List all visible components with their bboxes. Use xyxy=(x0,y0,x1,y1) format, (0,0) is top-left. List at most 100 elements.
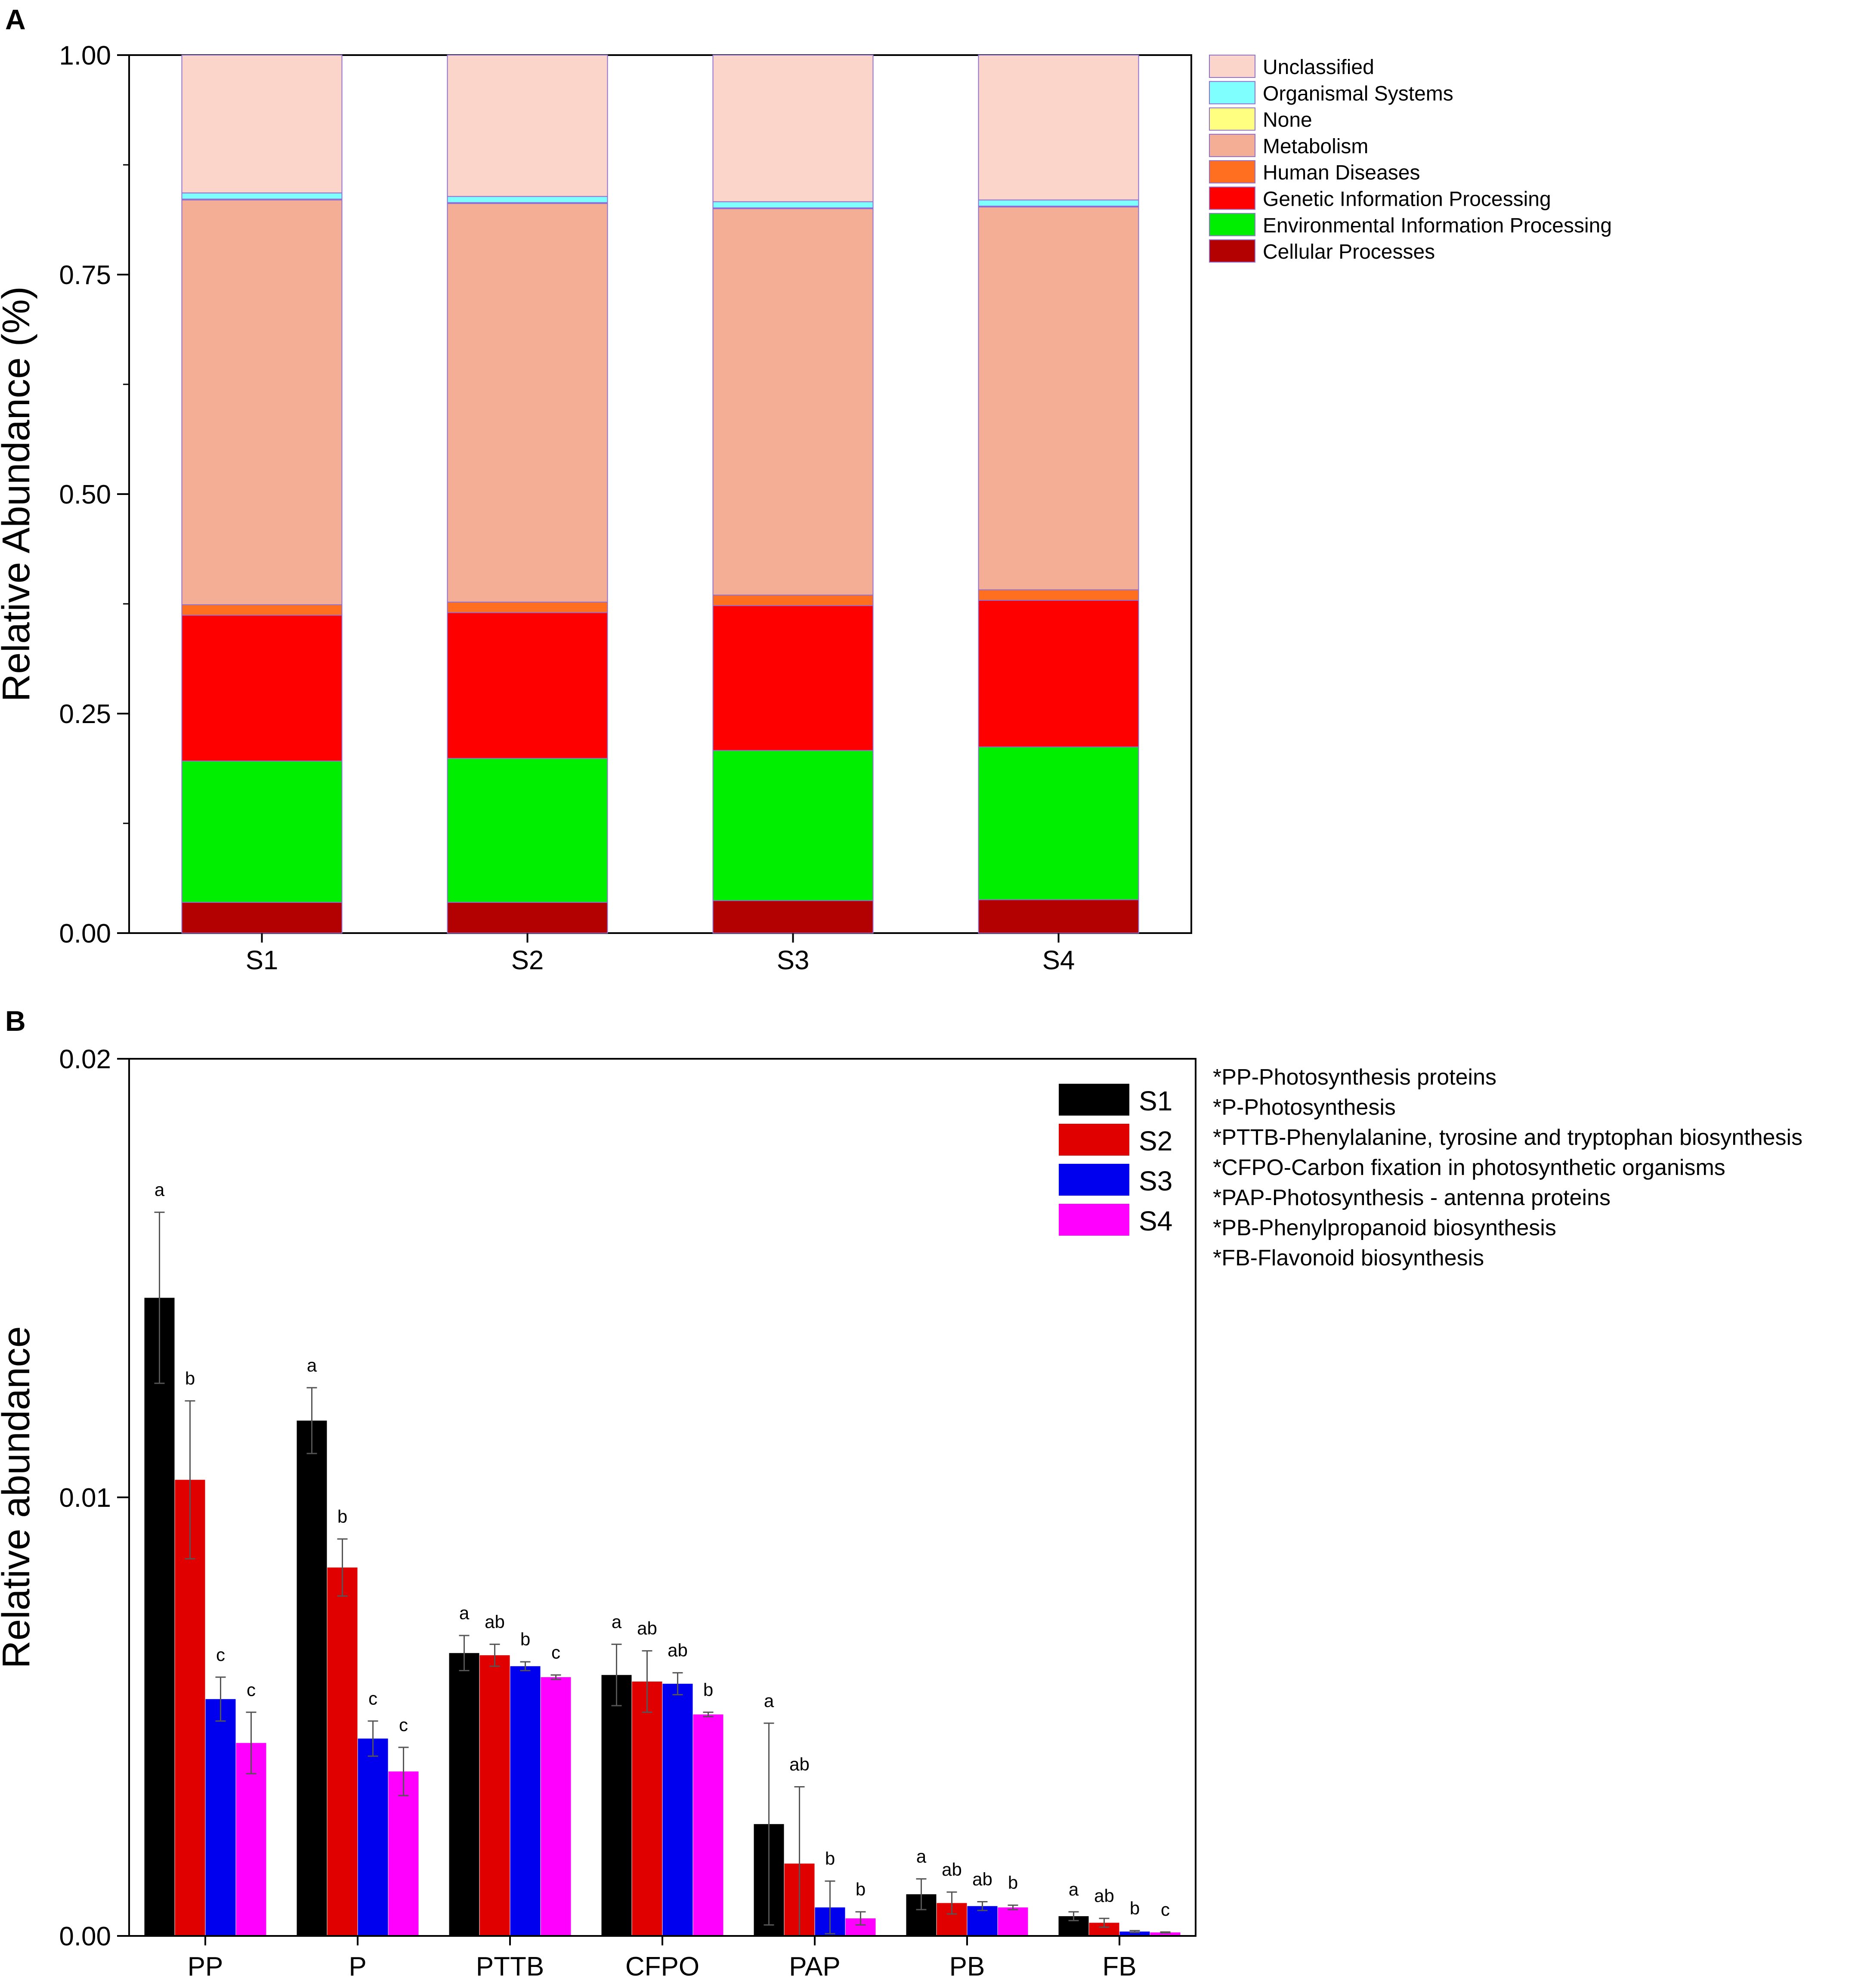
bar-s3-fb xyxy=(1119,1931,1150,1936)
legend-swatch-s3 xyxy=(1059,1164,1129,1196)
bar-segment-metabolism-s3 xyxy=(712,208,874,596)
legend-swatch-environmental-information-processing xyxy=(1209,213,1255,236)
bar-s4-pb xyxy=(998,1907,1028,1936)
significance-letter-s1-pttb: a xyxy=(459,1603,470,1623)
bar-segment-unclassified-s1 xyxy=(181,55,343,194)
x-tick-label-s2: S2 xyxy=(511,946,544,975)
bar-segment-human-diseases-s3 xyxy=(712,594,874,606)
significance-letter-s1-fb: a xyxy=(1069,1879,1079,1899)
footnote-pp: *PP-Photosynthesis proteins xyxy=(1213,1065,1496,1090)
bar-segment-organismal-systems-s1 xyxy=(181,192,343,200)
significance-letter-s3-pb: ab xyxy=(972,1869,992,1889)
significance-letter-s1-cfpo: a xyxy=(612,1611,622,1632)
bar-segment-organismal-systems-s3 xyxy=(712,201,874,208)
footnotes: *PP-Photosynthesis proteins *P-Photosynt… xyxy=(1213,1065,1802,1271)
significance-letter-s2-pp: b xyxy=(185,1368,195,1388)
significance-letter-s4-pb: b xyxy=(1008,1873,1018,1893)
significance-letter-s2-pttb: ab xyxy=(485,1611,505,1632)
footnote-pttb: *PTTB-Phenylalanine, tyrosine and trypto… xyxy=(1213,1125,1802,1150)
y-tick-label: 0.00 xyxy=(59,919,111,949)
footnote-pb: *PB-Phenylpropanoid biosynthesis xyxy=(1213,1215,1556,1240)
bar-segment-environmental-information-processing-s3 xyxy=(712,750,874,901)
significance-letter-s4-fb: c xyxy=(1161,1899,1170,1920)
significance-letter-s1-pap: a xyxy=(764,1691,774,1711)
legend-label-environmental-information-processing: Environmental Information Processing xyxy=(1263,214,1612,237)
significance-letter-s1-pp: a xyxy=(155,1180,165,1200)
bar-segment-genetic-information-processing-s4 xyxy=(978,600,1139,748)
legend-label-unclassified: Unclassified xyxy=(1263,56,1374,79)
bar-segment-human-diseases-s2 xyxy=(447,601,608,613)
legend-label-s3: S3 xyxy=(1139,1166,1172,1197)
bar-s4-cfpo xyxy=(693,1714,723,1936)
bar-segment-genetic-information-processing-s3 xyxy=(712,605,874,751)
bar-s1-pttb xyxy=(449,1653,479,1936)
footnote-p: *P-Photosynthesis xyxy=(1213,1095,1396,1120)
bar-s2-cfpo xyxy=(632,1681,662,1936)
x-tick-label-p: P xyxy=(349,1952,366,1982)
y-tick-label: 0.01 xyxy=(59,1483,111,1513)
x-tick-label-pttb: PTTB xyxy=(476,1952,544,1982)
significance-letter-s2-pap: ab xyxy=(789,1754,810,1775)
footnote-pap: *PAP-Photosynthesis - antenna proteins xyxy=(1213,1185,1611,1210)
significance-letter-s3-cfpo: ab xyxy=(668,1640,688,1660)
legend-label-genetic-information-processing: Genetic Information Processing xyxy=(1263,188,1551,211)
bar-s4-p xyxy=(388,1771,419,1936)
bar-s3-cfpo xyxy=(662,1684,693,1936)
bar-segment-human-diseases-s1 xyxy=(181,604,343,616)
bar-segment-metabolism-s1 xyxy=(181,199,343,606)
bar-segment-metabolism-s4 xyxy=(978,206,1139,591)
legend-swatch-s2 xyxy=(1059,1124,1129,1156)
significance-letter-s3-pp: c xyxy=(216,1645,225,1665)
bar-segment-unclassified-s3 xyxy=(712,55,874,202)
y-tick-label: 0.00 xyxy=(59,1922,111,1951)
bar-segment-environmental-information-processing-s1 xyxy=(181,761,343,903)
bar-segment-organismal-systems-s2 xyxy=(447,196,608,203)
significance-letter-s2-fb: ab xyxy=(1094,1886,1114,1906)
significance-letter-s4-pttb: c xyxy=(551,1642,560,1663)
x-tick-label-s3: S3 xyxy=(777,946,810,975)
bar-s2-pttb xyxy=(479,1655,510,1936)
bar-segment-unclassified-s4 xyxy=(978,55,1139,201)
bar-segment-unclassified-s2 xyxy=(447,55,608,197)
legend-label-none: None xyxy=(1263,109,1312,132)
legend-swatch-s4 xyxy=(1059,1204,1129,1236)
bar-segment-cellular-processes-s4 xyxy=(978,899,1139,934)
legend-swatch-cellular-processes xyxy=(1209,239,1255,263)
bar-segment-human-diseases-s4 xyxy=(978,589,1139,601)
footnote-cfpo: *CFPO-Carbon fixation in photosynthetic … xyxy=(1213,1155,1725,1180)
legend-label-organismal-systems: Organismal Systems xyxy=(1263,82,1453,105)
legend-label-s1: S1 xyxy=(1139,1085,1172,1116)
bar-segment-environmental-information-processing-s4 xyxy=(978,746,1139,900)
bar-segment-genetic-information-processing-s1 xyxy=(181,615,343,762)
plot-frame-b xyxy=(128,1058,1196,1937)
significance-letter-s1-pb: a xyxy=(916,1846,927,1867)
bar-segment-cellular-processes-s3 xyxy=(712,900,874,934)
y-tick-label: 0.50 xyxy=(59,480,111,510)
x-tick-label-pb: PB xyxy=(949,1952,985,1982)
bar-s4-pttb xyxy=(541,1677,571,1936)
significance-letter-s3-pttb: b xyxy=(520,1629,530,1649)
y-axis-title-b: Relative abundance xyxy=(0,1326,38,1669)
x-tick-label-s1: S1 xyxy=(246,946,278,975)
x-tick-label-pp: PP xyxy=(188,1952,223,1982)
legend-label-s4: S4 xyxy=(1139,1206,1172,1237)
bar-s3-pttb xyxy=(510,1666,541,1936)
panel-label-b: B xyxy=(5,1005,26,1037)
significance-letter-s3-pap: b xyxy=(825,1849,835,1869)
bar-s1-cfpo xyxy=(601,1675,632,1936)
x-tick-label-cfpo: CFPO xyxy=(625,1952,699,1982)
significance-letter-s2-p: b xyxy=(337,1506,347,1527)
bar-segment-organismal-systems-s4 xyxy=(978,199,1139,207)
legend-swatch-genetic-information-processing xyxy=(1209,186,1255,210)
legend-label-cellular-processes: Cellular Processes xyxy=(1263,241,1435,263)
significance-letter-s4-cfpo: b xyxy=(703,1679,713,1700)
panel-label-a: A xyxy=(5,3,26,35)
x-tick-label-fb: FB xyxy=(1102,1952,1136,1982)
y-tick-label: 0.75 xyxy=(59,260,111,290)
significance-letter-s1-p: a xyxy=(307,1355,317,1375)
bar-s2-p xyxy=(327,1568,358,1936)
legend-label-metabolism: Metabolism xyxy=(1263,135,1368,158)
legend-swatch-metabolism xyxy=(1209,133,1255,157)
bar-segment-genetic-information-processing-s2 xyxy=(447,612,608,759)
